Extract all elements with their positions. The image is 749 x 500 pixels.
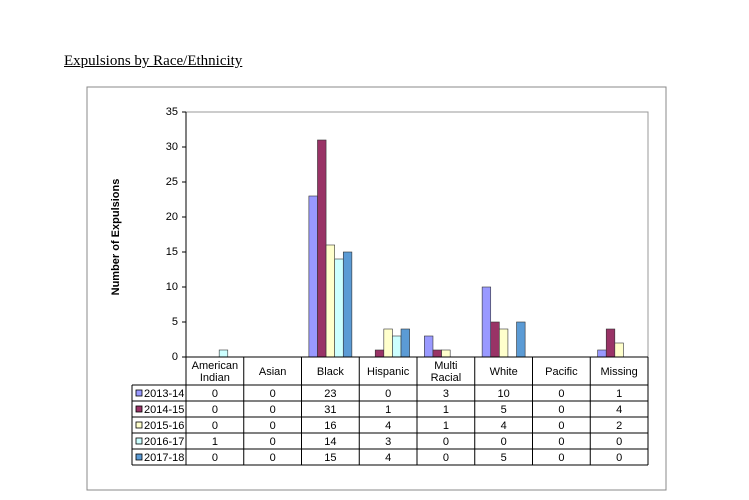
table-cell: 0 [443,452,449,464]
bar [383,328,393,358]
page-title: Expulsions by Race/Ethnicity [64,53,243,69]
bar [218,349,229,358]
x-tick-label: White [489,365,518,378]
y-tick-label: 30 [166,141,178,153]
table-cell: 10 [498,388,510,400]
y-tick-label: 15 [166,246,178,258]
table-cell: 4 [385,452,391,464]
bar [374,349,385,358]
y-tick-label: 25 [166,176,178,188]
table-cell: 3 [443,388,449,400]
legend-label: 2016-17 [144,436,184,448]
table-cell: 3 [385,436,391,448]
table-cell: 5 [501,404,507,416]
bar [392,335,402,358]
table-cell: 0 [558,436,564,448]
x-tick-label: Asian [258,365,287,378]
legend-swatch [135,437,143,445]
legend-swatch [135,421,143,429]
table-cell: 4 [616,404,622,416]
bar [325,244,335,358]
table-cell: 4 [501,420,507,432]
bar [334,258,344,358]
bar [400,328,410,358]
x-tick-label: Hispanic [367,365,410,378]
table-cell: 0 [270,436,276,448]
bar [481,286,492,358]
table-cell: 23 [324,388,336,400]
table-cell: 0 [558,404,564,416]
bar [499,328,509,358]
legend-swatch [135,405,143,413]
y-tick-label: 35 [166,106,178,118]
bar [614,342,624,358]
table-cell: 0 [212,452,218,464]
y-tick-label: 10 [166,281,178,293]
table-cell: 0 [212,388,218,400]
bar [490,321,500,358]
table-cell: 0 [616,452,622,464]
bar [342,251,353,358]
bar [317,139,327,358]
legend-swatch [135,453,143,461]
table-cell: 1 [443,404,449,416]
legend-label: 2013-14 [144,388,184,400]
table-cell: 0 [558,388,564,400]
table-cell: 0 [270,404,276,416]
legend-label: 2015-16 [144,420,184,432]
x-tick-label: Multi Racial [430,359,462,384]
table-cell: 1 [616,388,622,400]
table-cell: 0 [443,436,449,448]
table-cell: 2 [616,420,622,432]
table-cell: 14 [324,436,336,448]
table-cell: 0 [212,404,218,416]
table-cell: 1 [385,404,391,416]
x-tick-label: American Indian [191,359,239,384]
table-cell: 4 [385,420,391,432]
table-cell: 5 [501,452,507,464]
y-tick-label: 0 [172,351,178,363]
table-cell: 0 [558,452,564,464]
table-cell: 16 [324,420,336,432]
bar [516,321,526,358]
table-cell: 0 [212,420,218,432]
x-tick-label: Pacific [545,365,578,378]
bar [597,349,607,358]
legend-label: 2014-15 [144,404,184,416]
bar [424,335,434,358]
bar [308,195,318,358]
table-cell: 0 [558,420,564,432]
bar [432,349,442,358]
y-tick-label: 20 [166,211,178,223]
chart-frame [86,86,667,491]
table-cell: 0 [270,420,276,432]
table-cell: 31 [324,404,336,416]
table-cell: 0 [385,388,391,400]
legend-label: 2017-18 [144,452,184,464]
table-cell: 0 [270,452,276,464]
bar [441,349,451,358]
x-tick-label: Black [316,365,344,378]
table-cell: 0 [616,436,622,448]
bar [605,328,616,358]
table-cell: 1 [212,436,218,448]
table-cell: 0 [501,436,507,448]
x-tick-label: Missing [600,365,638,378]
y-tick-label: 5 [172,316,178,328]
legend-swatch [135,389,143,397]
table-cell: 0 [270,388,276,400]
y-axis-title: Number of Expulsions [110,179,122,296]
table-cell: 15 [324,452,336,464]
table-cell: 1 [443,420,449,432]
